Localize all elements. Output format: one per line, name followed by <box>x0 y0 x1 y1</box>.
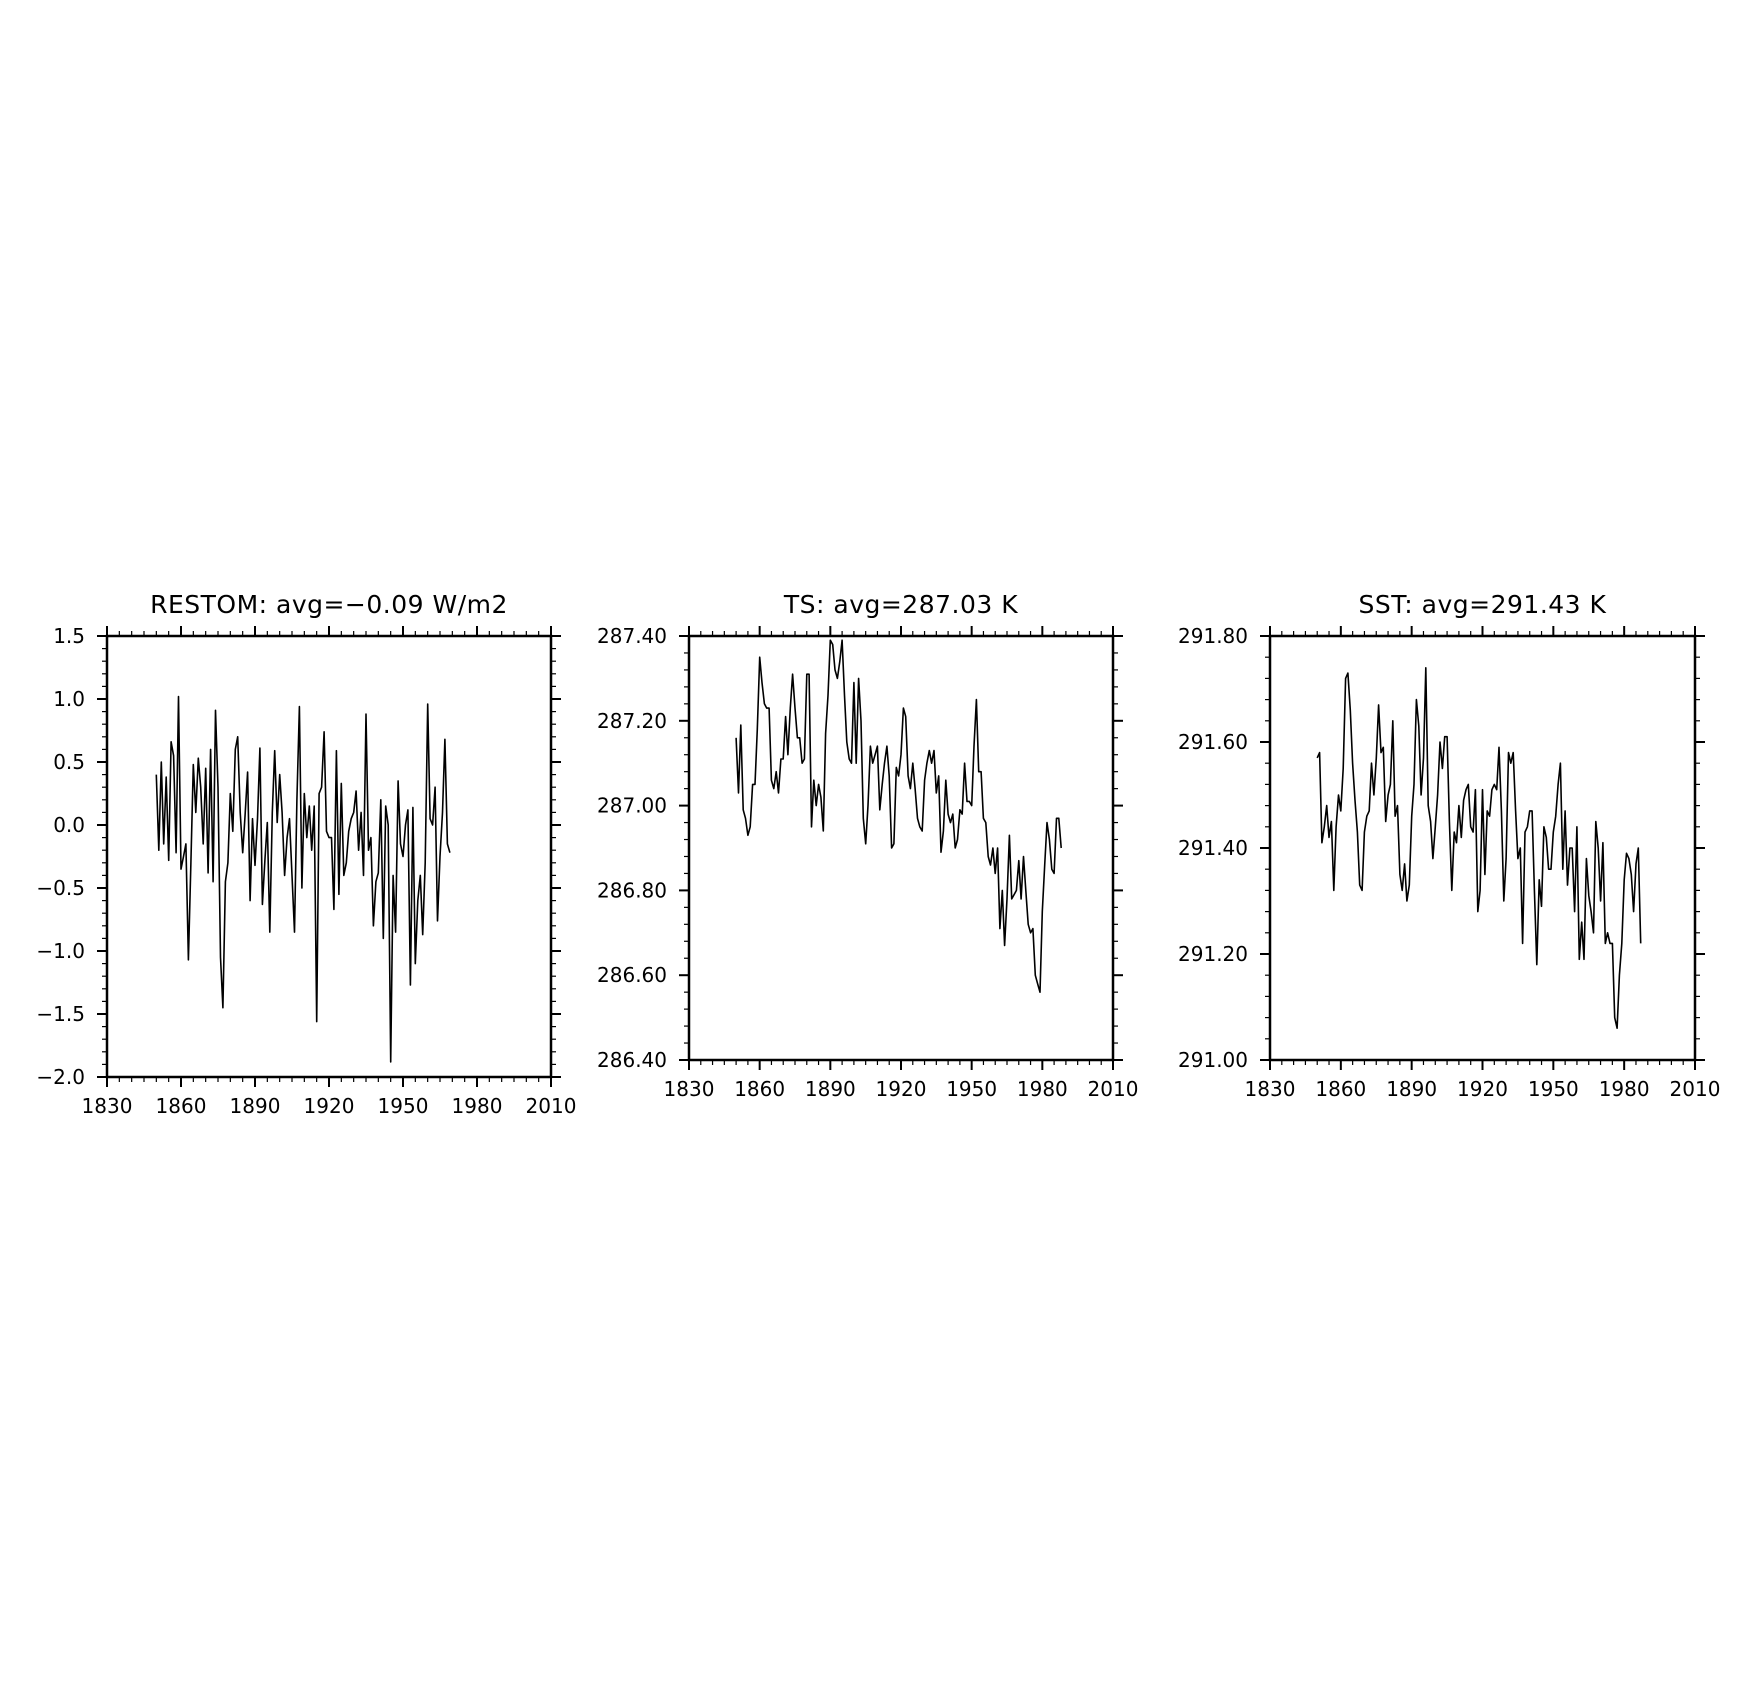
restom-y-tick-label: 0.0 <box>53 813 85 837</box>
sst-y-tick-label: 291.20 <box>1178 942 1248 966</box>
restom-x-tick-label: 1890 <box>230 1094 281 1118</box>
restom-y-tick-label: 0.5 <box>53 750 85 774</box>
sst-y-tick-label: 291.60 <box>1178 730 1248 754</box>
ts-y-tick-label: 286.40 <box>597 1048 667 1072</box>
sst-x-tick-label: 1950 <box>1528 1077 1579 1101</box>
sst-title: SST: avg=291.43 K <box>1359 590 1607 619</box>
sst-x-tick-label: 1920 <box>1457 1077 1508 1101</box>
ts-x-tick-label: 1920 <box>876 1077 927 1101</box>
sst-x-tick-label: 1980 <box>1599 1077 1650 1101</box>
restom-x-tick-label: 2010 <box>526 1094 577 1118</box>
ts-x-tick-label: 1890 <box>805 1077 856 1101</box>
sst-x-tick-label: 2010 <box>1670 1077 1721 1101</box>
restom-y-tick-label: −1.0 <box>36 939 85 963</box>
sst-y-tick-label: 291.40 <box>1178 836 1248 860</box>
ts-series-line <box>735 639 1062 994</box>
sst-x-tick-label: 1860 <box>1315 1077 1366 1101</box>
restom-title: RESTOM: avg=−0.09 W/m2 <box>150 590 508 619</box>
restom-panel: RESTOM: avg=−0.09 W/m2 1830 1860 1890 1920 1… <box>36 590 576 1118</box>
restom-x-tick-label: 1860 <box>156 1094 207 1118</box>
ts-panel: TS: avg=287.03 K 1830 1860 1890 1920 1950 198… <box>597 590 1138 1101</box>
ts-title: TS: avg=287.03 K <box>783 590 1018 619</box>
restom-series-line <box>155 695 451 1063</box>
restom-y-tick-label: −1.5 <box>36 1002 85 1026</box>
ts-y-tick-label: 286.60 <box>597 963 667 987</box>
sst-x-tick-label: 1830 <box>1245 1077 1296 1101</box>
restom-y-tick-label: −2.0 <box>36 1065 85 1089</box>
sst-x-tick-label: 1890 <box>1386 1077 1437 1101</box>
ts-y-tick-label: 286.80 <box>597 878 667 902</box>
ts-x-tick-label: 1950 <box>946 1077 997 1101</box>
sst-y-tick-label: 291.80 <box>1178 624 1248 648</box>
ts-x-tick-label: 1860 <box>734 1077 785 1101</box>
restom-y-tick-label: 1.0 <box>53 687 85 711</box>
sst-series-line <box>1316 666 1642 1029</box>
restom-y-tick-label: 1.5 <box>53 624 85 648</box>
ts-y-tick-label: 287.20 <box>597 709 667 733</box>
restom-y-tick-label: −0.5 <box>36 876 85 900</box>
restom-x-tick-label: 1830 <box>82 1094 133 1118</box>
ts-y-tick-label: 287.00 <box>597 794 667 818</box>
sst-y-tick-label: 291.00 <box>1178 1048 1248 1072</box>
ts-y-tick-label: 287.40 <box>597 624 667 648</box>
ts-x-tick-label: 2010 <box>1088 1077 1139 1101</box>
sst-plot-frame <box>1268 634 1697 1062</box>
restom-x-tick-label: 1980 <box>452 1094 503 1118</box>
ts-x-tick-label: 1830 <box>664 1077 715 1101</box>
sst-panel: SST: avg=291.43 K 1830 1860 1890 1920 1950 19… <box>1178 590 1720 1101</box>
restom-plot-frame <box>105 634 553 1079</box>
ts-x-tick-label: 1980 <box>1017 1077 1068 1101</box>
restom-x-tick-label: 1950 <box>378 1094 429 1118</box>
restom-x-tick-label: 1920 <box>304 1094 355 1118</box>
